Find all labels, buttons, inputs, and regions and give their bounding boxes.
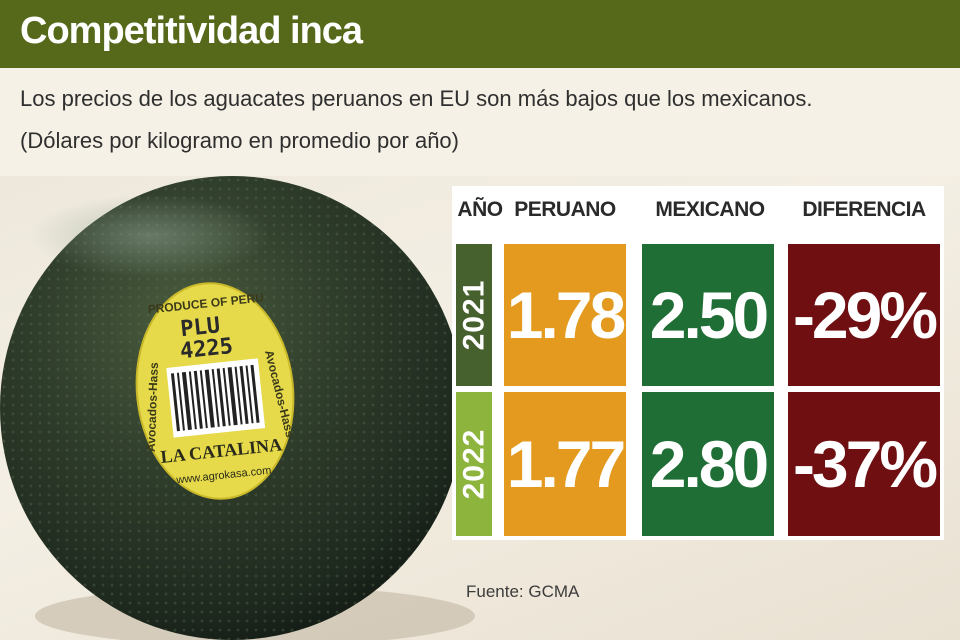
year-label-2022: 2022	[457, 428, 490, 500]
cell-diferencia-2021: -29%	[788, 244, 940, 386]
sticker-plu-number: 4225	[179, 334, 234, 364]
produce-sticker: PRODUCE OF PERU PLU 4225 Avocados-Hass A…	[135, 282, 297, 500]
column-header-mexicano: MEXICANO	[655, 198, 765, 221]
avocado-illustration: PRODUCE OF PERU PLU 4225 Avocados-Hass A…	[0, 176, 475, 640]
year-cell-2022: 2022	[456, 392, 492, 536]
column-header-year: AÑO	[457, 198, 503, 221]
barcode-icon	[170, 364, 260, 432]
avocado-highlight	[30, 194, 270, 278]
column-header-diferencia: DIFERENCIA	[802, 198, 926, 221]
year-cell-2021: 2021	[456, 244, 492, 386]
cell-mexicano-2022: 2.80	[642, 392, 774, 536]
cell-diferencia-2022: -37%	[788, 392, 940, 536]
cell-peruano-2021: 1.78	[504, 244, 626, 386]
year-label-2021: 2021	[457, 279, 490, 351]
header-bar	[0, 0, 960, 68]
source-note: Fuente: GCMA	[466, 582, 580, 601]
subtitle: Los precios de los aguacates peruanos en…	[20, 86, 813, 111]
unit-note: (Dólares por kilogramo en promedio por a…	[20, 128, 459, 153]
page-title: Competitividad inca	[20, 10, 363, 52]
cell-peruano-2022: 1.77	[504, 392, 626, 536]
cell-mexicano-2021: 2.50	[642, 244, 774, 386]
sticker-plu-label: PLU	[179, 313, 221, 342]
column-header-peruano: PERUANO	[514, 198, 616, 221]
sticker-side-left: Avocados-Hass	[144, 362, 161, 452]
